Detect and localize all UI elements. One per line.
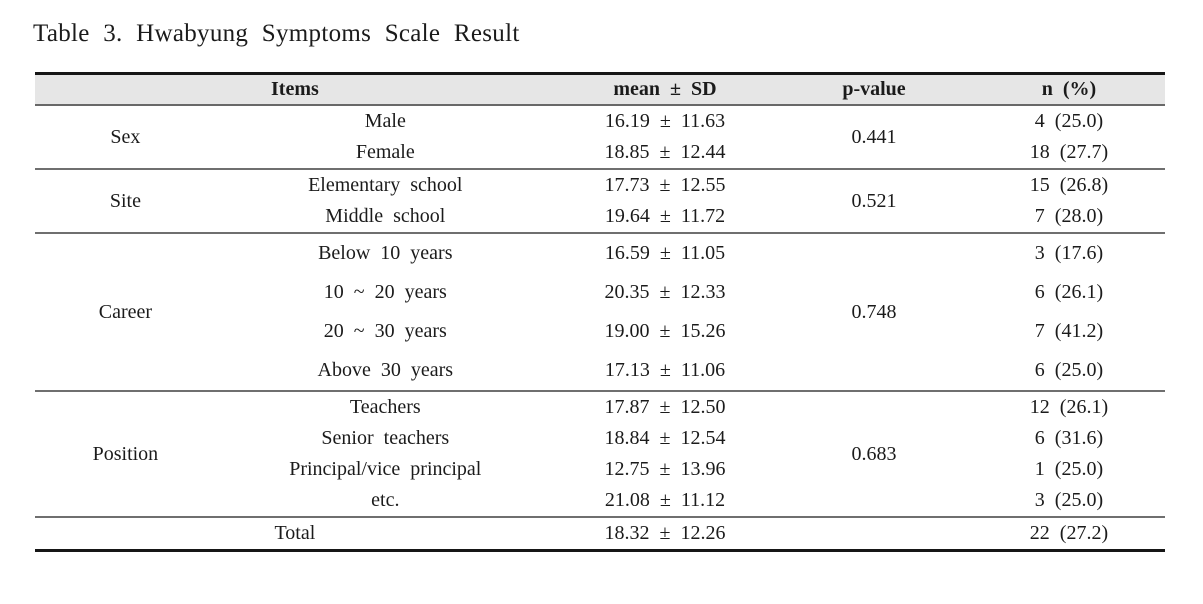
mean-sd-cell: 16.19 ± 11.63 <box>604 110 726 132</box>
total-n-pct: 22 (27.2) <box>1029 522 1109 544</box>
p-value-cell: 0.441 <box>851 125 897 148</box>
total-p-value <box>775 517 973 551</box>
header-n-pct: n (%) <box>972 73 1165 106</box>
p-value-cell: 0.683 <box>851 442 897 465</box>
n-pct-cell: 12 (26.1) <box>1029 396 1109 418</box>
p-value-cell: 0.748 <box>851 300 897 323</box>
n-pct-cell: 6 (26.1) <box>1034 281 1104 303</box>
table-caption: Table 3. Hwabyung Symptoms Scale Result <box>33 20 520 47</box>
table-header: Items mean ± SD p-value n (%) <box>35 73 1165 106</box>
header-items: Items <box>35 73 555 106</box>
table-row: Position Teachers 17.87 ± 12.50 0.683 12… <box>35 391 1165 465</box>
group-label-position: Position <box>92 442 159 465</box>
table-row: 10 ~ 20 years 20.35 ± 12.33 6 (26.1) <box>35 273 1165 312</box>
item-cell: etc. <box>371 489 400 511</box>
table-row: Above 30 years 17.13 ± 11.06 6 (25.0) <box>35 351 1165 391</box>
item-cell: Teachers <box>349 396 421 418</box>
table-row: etc. 21.08 ± 11.12 3 (25.0) <box>35 485 1165 517</box>
n-pct-cell: 7 (28.0) <box>1034 205 1104 227</box>
mean-sd-cell: 18.84 ± 12.54 <box>604 427 726 449</box>
mean-sd-cell: 19.64 ± 11.72 <box>604 205 726 227</box>
item-cell: Middle school <box>325 205 446 227</box>
group-label-sex: Sex <box>110 125 141 148</box>
table-row: Female 18.85 ± 12.44 18 (27.7) <box>35 137 1165 169</box>
item-cell: Elementary school <box>308 174 463 196</box>
item-cell: Senior teachers <box>321 427 450 449</box>
item-cell: Below 10 years <box>318 242 453 264</box>
mean-sd-cell: 19.00 ± 15.26 <box>604 320 726 342</box>
header-row: Items mean ± SD p-value n (%) <box>35 73 1165 106</box>
table-row: 20 ~ 30 years 19.00 ± 15.26 7 (41.2) <box>35 312 1165 351</box>
table-row: Senior teachers 18.84 ± 12.54 6 (31.6) <box>35 423 1165 454</box>
table-row: Middle school 19.64 ± 11.72 7 (28.0) <box>35 201 1165 233</box>
table-row: Principal/vice principal 12.75 ± 13.96 1… <box>35 454 1165 485</box>
n-pct-cell: 7 (41.2) <box>1034 320 1104 342</box>
n-pct-cell: 1 (25.0) <box>1034 458 1104 480</box>
table-row: Site Elementary school 17.73 ± 12.55 0.5… <box>35 169 1165 212</box>
mean-sd-cell: 17.73 ± 12.55 <box>604 174 726 196</box>
group-site: Site Elementary school 17.73 ± 12.55 0.5… <box>35 169 1165 233</box>
group-sex: Sex Male 16.19 ± 11.63 0.441 4 (25.0) Fe… <box>35 105 1165 169</box>
n-pct-cell: 4 (25.0) <box>1034 110 1104 132</box>
mean-sd-cell: 16.59 ± 11.05 <box>604 242 726 264</box>
p-value-cell: 0.521 <box>851 189 897 212</box>
total-label: Total <box>274 522 316 544</box>
item-cell: Principal/vice principal <box>289 458 482 480</box>
n-pct-cell: 6 (31.6) <box>1034 427 1104 449</box>
table-row: Sex Male 16.19 ± 11.63 0.441 4 (25.0) <box>35 105 1165 148</box>
mean-sd-cell: 18.85 ± 12.44 <box>604 141 726 163</box>
n-pct-cell: 3 (25.0) <box>1034 489 1104 511</box>
item-cell: Male <box>364 110 406 132</box>
item-cell: 10 ~ 20 years <box>323 281 447 303</box>
group-label-career: Career <box>98 300 153 323</box>
item-cell: 20 ~ 30 years <box>323 320 447 342</box>
item-cell: Above 30 years <box>317 359 454 381</box>
group-position: Position Teachers 17.87 ± 12.50 0.683 12… <box>35 391 1165 517</box>
mean-sd-cell: 17.13 ± 11.06 <box>604 359 726 381</box>
header-p-value: p-value <box>775 73 973 106</box>
n-pct-cell: 15 (26.8) <box>1029 174 1109 196</box>
total-row: Total 18.32 ± 12.26 22 (27.2) <box>35 517 1165 551</box>
mean-sd-cell: 17.87 ± 12.50 <box>604 396 726 418</box>
n-pct-cell: 6 (25.0) <box>1034 359 1104 381</box>
total-section: Total 18.32 ± 12.26 22 (27.2) <box>35 517 1165 551</box>
header-mean-sd: mean ± SD <box>554 73 776 106</box>
mean-sd-cell: 20.35 ± 12.33 <box>604 281 726 303</box>
hwabyung-result-table: Items mean ± SD p-value n (%) Sex Male 1… <box>35 72 1165 552</box>
table-row: Career Below 10 years 16.59 ± 11.05 0.74… <box>35 233 1165 323</box>
n-pct-cell: 3 (17.6) <box>1034 242 1104 264</box>
mean-sd-cell: 12.75 ± 13.96 <box>604 458 726 480</box>
item-cell: Female <box>355 141 415 163</box>
mean-sd-cell: 21.08 ± 11.12 <box>604 489 726 511</box>
n-pct-cell: 18 (27.7) <box>1029 141 1109 163</box>
group-career: Career Below 10 years 16.59 ± 11.05 0.74… <box>35 233 1165 391</box>
group-label-site: Site <box>109 189 141 212</box>
total-mean-sd: 18.32 ± 12.26 <box>604 522 726 544</box>
